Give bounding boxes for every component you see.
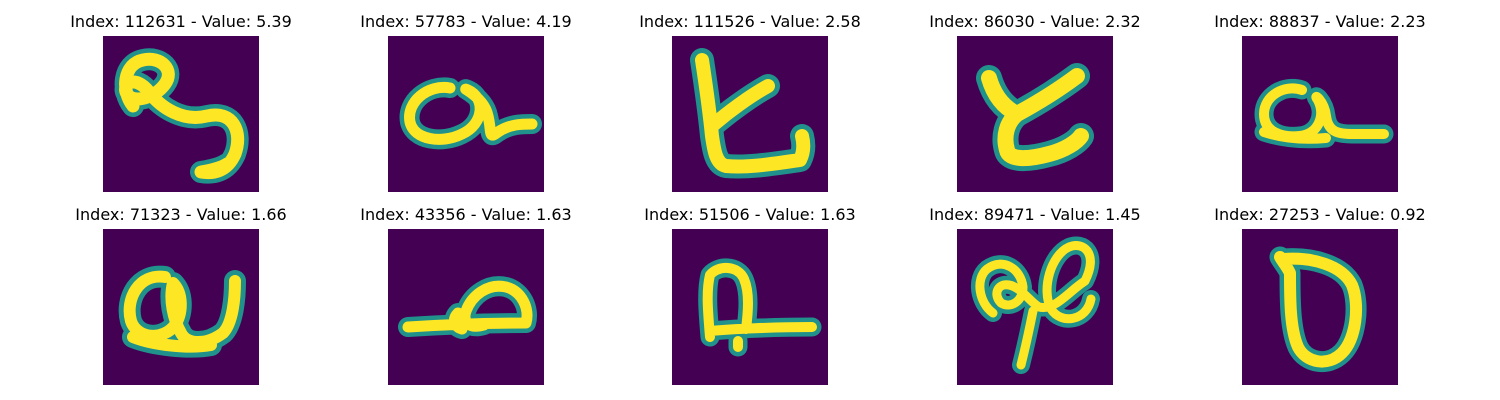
panel-title: Index: 89471 - Value: 1.45: [929, 205, 1141, 224]
glyph-image: [957, 36, 1113, 192]
glyph-image: [388, 36, 544, 192]
panel-title: Index: 86030 - Value: 2.32: [929, 12, 1141, 31]
glyph-image: [672, 36, 828, 192]
panel-title: Index: 112631 - Value: 5.39: [70, 12, 292, 31]
panel-title: Index: 111526 - Value: 2.58: [639, 12, 861, 31]
glyph-image: [672, 229, 828, 385]
panel-title: Index: 88837 - Value: 2.23: [1214, 12, 1426, 31]
panel-title: Index: 71323 - Value: 1.66: [75, 205, 287, 224]
glyph-image: [103, 36, 259, 192]
panel-title: Index: 27253 - Value: 0.92: [1214, 205, 1426, 224]
panel-title: Index: 57783 - Value: 4.19: [360, 12, 572, 31]
glyph-image: [1242, 229, 1398, 385]
glyph-image: [957, 229, 1113, 385]
panel-title: Index: 43356 - Value: 1.63: [360, 205, 572, 224]
glyph-image: [388, 229, 544, 385]
panel-title: Index: 51506 - Value: 1.63: [644, 205, 856, 224]
glyph-image: [103, 229, 259, 385]
glyph-image: [1242, 36, 1398, 192]
